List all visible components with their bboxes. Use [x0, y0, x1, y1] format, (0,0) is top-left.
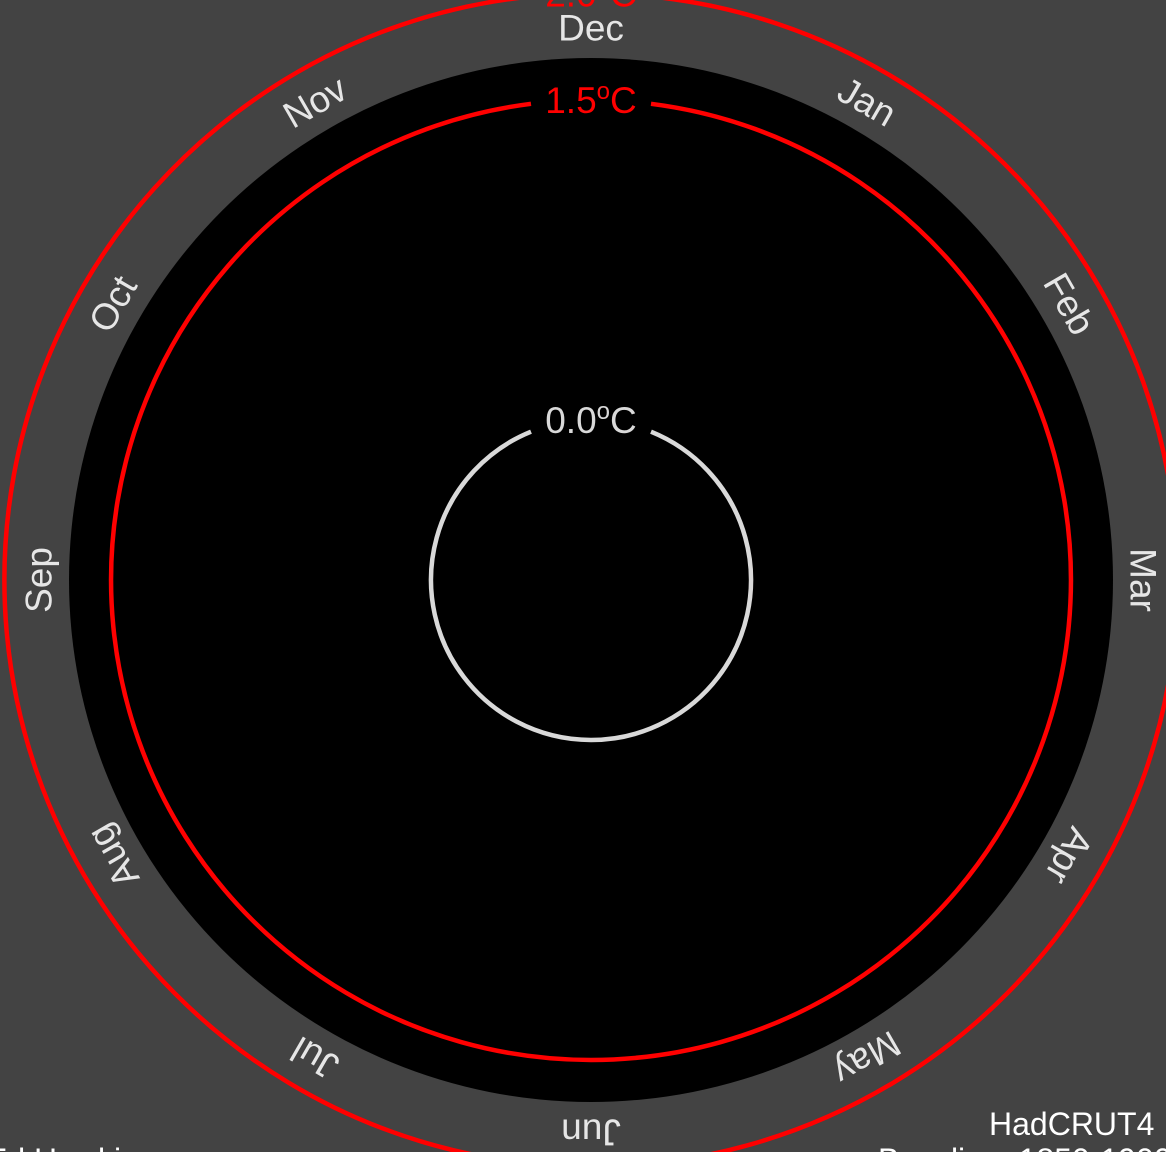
- month-label-mar: Mar: [1123, 548, 1164, 612]
- ring-0-0c: [428, 429, 754, 743]
- plot-area-disc: [69, 58, 1113, 1102]
- month-label-sep: Sep: [19, 547, 60, 613]
- month-label-jun: Jun: [561, 1112, 621, 1152]
- baseline-label: Baseline: 1850-1900: [878, 1142, 1166, 1152]
- author-credit: Ed Hawkins: [0, 1142, 155, 1152]
- ring-label-2-0c: 2.0oC: [545, 0, 637, 14]
- month-label-jul: Jul: [284, 1028, 345, 1087]
- ring-label-1-5c: 1.5oC: [545, 78, 637, 121]
- dataset-label: HadCRUT4: [989, 1106, 1154, 1142]
- month-label-dec: Dec: [558, 8, 624, 49]
- ring-label-0-0c: 0.0oC: [545, 398, 637, 441]
- ring-1-5c: [108, 101, 1074, 1063]
